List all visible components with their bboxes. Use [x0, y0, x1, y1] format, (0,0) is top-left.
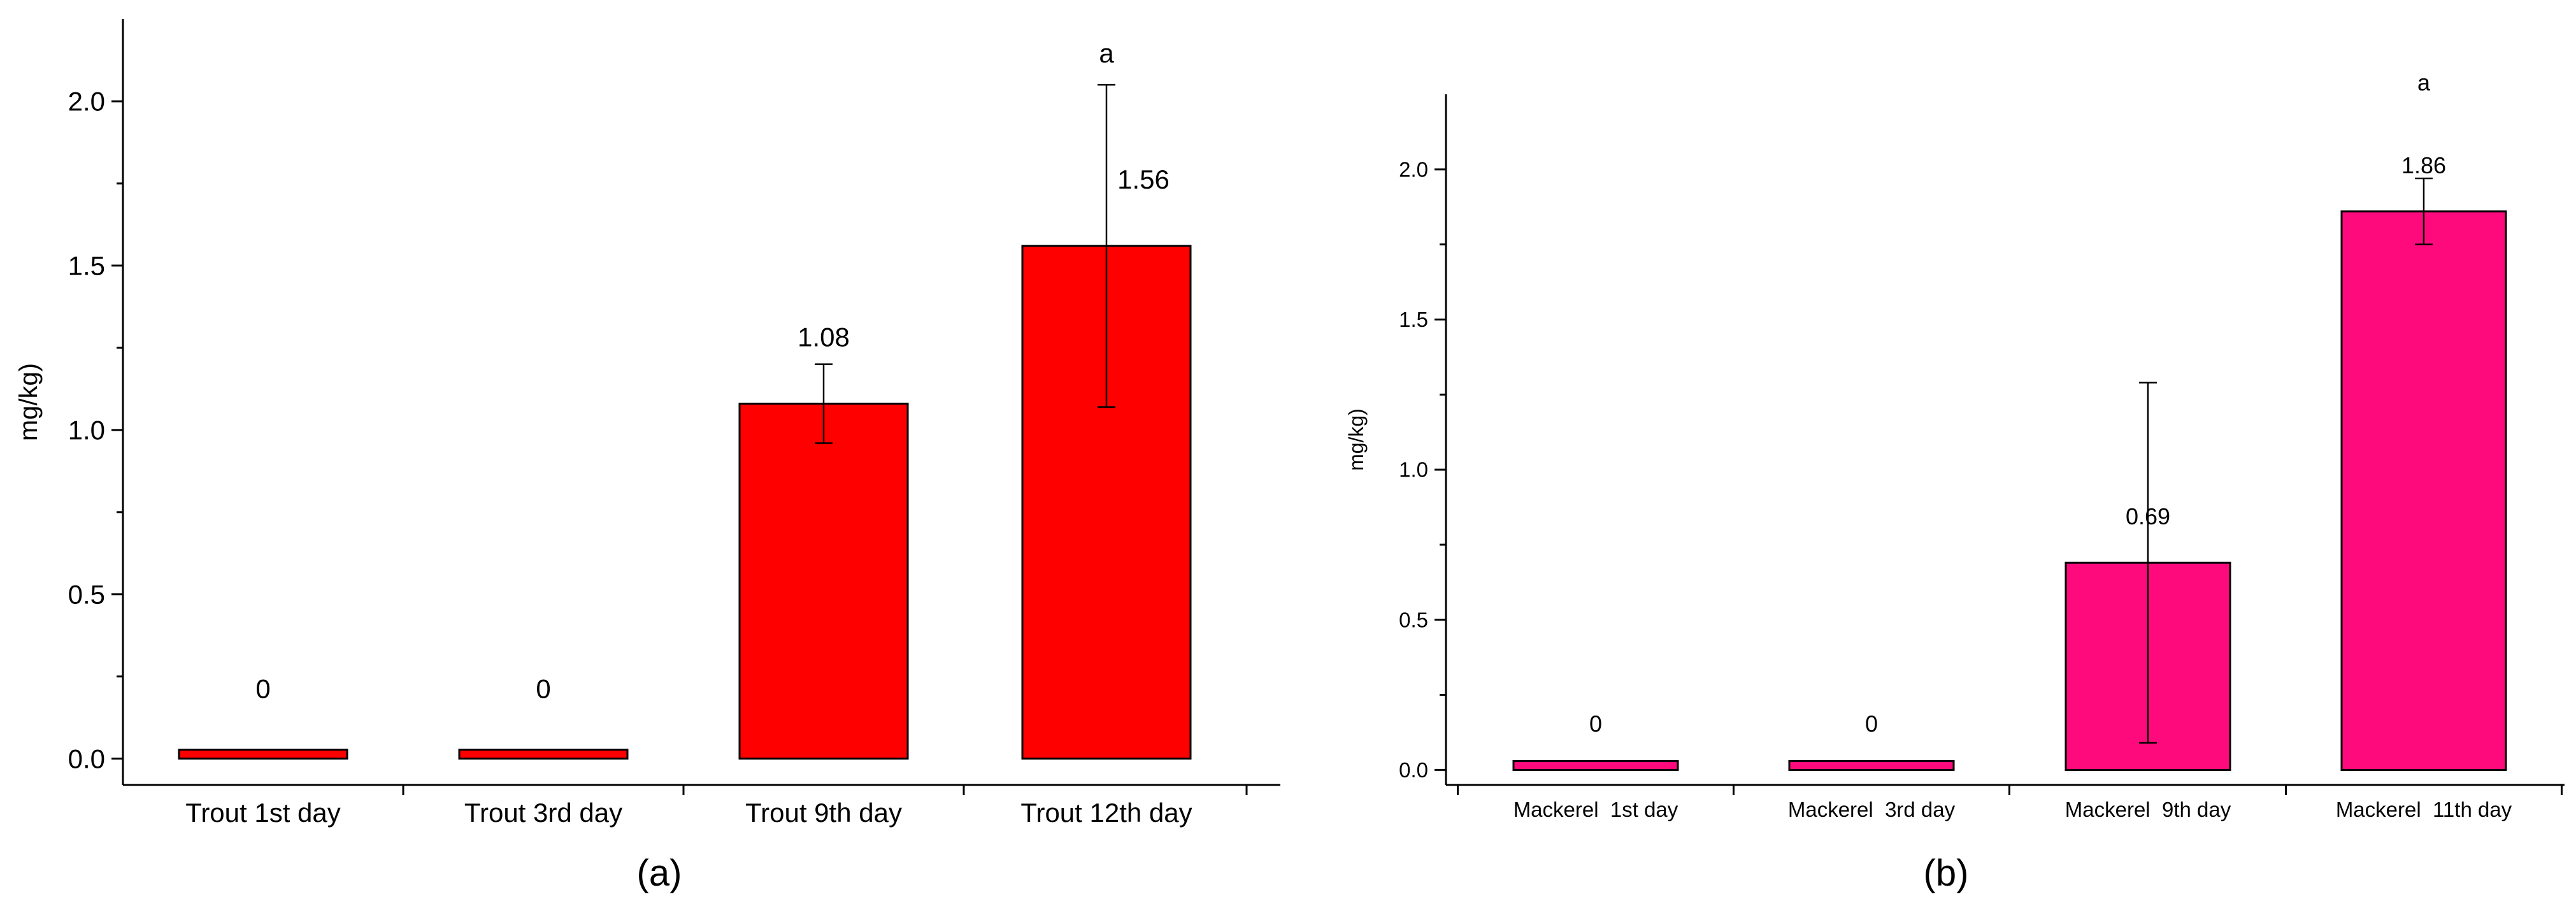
value-label: 0: [536, 674, 550, 704]
y-tick-label: 1.5: [1399, 308, 1428, 331]
value-label: 0: [1865, 710, 1878, 737]
y-tick-label: 1.0: [1399, 458, 1428, 482]
y-tick-label: 2.0: [68, 87, 105, 117]
y-tick-label: 1.0: [68, 415, 105, 445]
value-label: 0: [1589, 710, 1602, 737]
y-tick-label: 2.0: [1399, 157, 1428, 181]
y-axis-label: mg/kg): [1345, 408, 1368, 471]
significance-letter: a: [2417, 69, 2431, 96]
chart-panel-b: 0.0 0.5 1.0 1.5 2.0 mg/kg) 0 0 0.69 1.86 a Mackerel…: [1345, 69, 2565, 894]
value-label: 1.56: [1117, 164, 1170, 194]
significance-letter: a: [1099, 38, 1114, 68]
y-tick-label: 0.0: [1399, 758, 1428, 782]
bar: [1512, 759, 1679, 771]
value-label: 0: [255, 674, 270, 704]
x-tick-label: Trout 12th day: [1020, 798, 1192, 828]
value-label: 0.69: [2126, 503, 2170, 529]
y-tick-label: 0.5: [1399, 608, 1428, 631]
x-tick-label: Trout 1st day: [185, 798, 341, 828]
bar: [2340, 210, 2507, 771]
x-tick-label: Mackerel 3rd day: [1788, 798, 1956, 821]
x-tick-label: Trout 9th day: [745, 798, 902, 828]
x-tick-label: Trout 3rd day: [464, 798, 622, 828]
bar: [738, 403, 909, 760]
value-label: 1.86: [2401, 152, 2446, 178]
y-tick-label: 0.5: [68, 579, 105, 609]
x-tick-label: Mackerel 11th day: [2336, 798, 2512, 821]
panel-label: (b): [1924, 852, 1969, 894]
chart-panel-a: 0.0 0.5 1.0 1.5 2.0 mg/kg) 0 0 1.08 1.56 a Trout 1s…: [15, 19, 1280, 894]
y-tick-label: 0.0: [68, 744, 105, 773]
x-tick-label: Mackerel 9th day: [2065, 798, 2231, 821]
bar: [178, 749, 348, 760]
y-axis-label: mg/kg): [15, 363, 43, 441]
value-label: 1.08: [798, 322, 850, 352]
panel-label: (a): [637, 852, 682, 894]
x-tick-label: Mackerel 1st day: [1513, 798, 1678, 821]
y-tick-label: 1.5: [68, 251, 105, 281]
bar: [458, 749, 629, 760]
bar: [1788, 759, 1955, 771]
